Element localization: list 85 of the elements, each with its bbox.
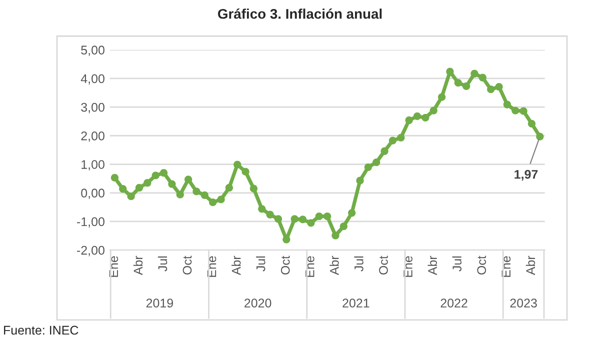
point <box>160 169 168 177</box>
x-tick-label: Jul <box>452 256 462 272</box>
point <box>152 172 160 180</box>
point <box>258 205 266 213</box>
point <box>372 158 380 166</box>
point <box>380 147 388 155</box>
point <box>422 114 430 122</box>
point <box>454 78 462 87</box>
point <box>323 212 332 220</box>
y-tick-label: 1,00 <box>82 160 104 170</box>
point <box>209 198 217 206</box>
text: 2022 <box>440 298 468 308</box>
x-tick-label: Oct <box>477 256 486 274</box>
point <box>332 232 340 240</box>
point <box>315 212 323 220</box>
point <box>356 176 364 184</box>
x-tick-label: Abr <box>232 256 241 276</box>
point <box>413 112 422 120</box>
data-label: 1,97 <box>514 170 538 181</box>
point <box>110 174 119 182</box>
x-tick-label: Ene <box>306 256 314 277</box>
y-tick-label: 2,00 <box>81 131 104 142</box>
y-tick-label: -1,00 <box>77 217 104 228</box>
point <box>364 163 372 171</box>
y-tick-label: -2,00 <box>77 246 104 256</box>
point <box>200 191 208 199</box>
text: 2019 <box>146 298 173 308</box>
x-tick-label: Abr <box>526 256 536 276</box>
point <box>536 132 544 140</box>
point <box>348 209 356 217</box>
x-tick-label: Oct <box>379 256 388 274</box>
text: 2021 <box>342 298 370 308</box>
x-tick-label: Abr <box>330 256 339 276</box>
point <box>340 222 348 230</box>
point <box>176 190 184 198</box>
x-tick-label: Abr <box>133 256 143 276</box>
point <box>503 100 512 108</box>
point <box>274 215 282 223</box>
point <box>520 107 528 115</box>
y-tick-label: 4,00 <box>80 74 104 85</box>
text: 2020 <box>244 298 272 308</box>
point <box>512 106 520 114</box>
point <box>487 86 495 94</box>
x-tick-label: Ene <box>207 256 216 277</box>
point <box>127 192 135 200</box>
point <box>470 70 478 78</box>
point <box>250 184 258 192</box>
point <box>388 136 397 144</box>
text: 2023 <box>510 298 537 308</box>
y-tick-label: 5,00 <box>81 46 104 56</box>
point <box>462 82 470 90</box>
x-tick-label: Jul <box>158 256 168 272</box>
point <box>266 210 274 218</box>
point <box>282 236 290 244</box>
x-tick-label: Abr <box>428 256 437 276</box>
point <box>397 134 405 142</box>
y-tick-label: 3,00 <box>81 102 104 114</box>
point <box>192 188 200 196</box>
x-tick-label: Oct <box>280 256 290 274</box>
x-tick-label: Jul <box>354 256 364 272</box>
point <box>478 74 486 82</box>
point <box>290 215 298 223</box>
point <box>430 106 438 114</box>
point <box>307 219 315 227</box>
point <box>225 184 233 192</box>
chart-title: Gráfico 3. Inflación anual <box>218 8 382 19</box>
point <box>168 180 176 188</box>
point <box>438 93 446 101</box>
x-tick-label: Jul <box>256 256 266 272</box>
x-tick-label: Ene <box>404 256 412 277</box>
x-tick-label: Oct <box>182 256 192 274</box>
point <box>144 179 152 187</box>
point <box>119 185 127 193</box>
point <box>234 160 242 168</box>
y-tick-label: 0,00 <box>81 188 104 200</box>
point <box>242 168 250 176</box>
source-note: Fuente: INEC <box>4 326 78 335</box>
point <box>135 184 144 192</box>
point <box>495 82 503 91</box>
point <box>528 120 536 128</box>
point <box>184 176 192 184</box>
point <box>217 196 225 204</box>
point <box>298 216 307 224</box>
point <box>446 68 454 76</box>
point <box>405 116 413 124</box>
